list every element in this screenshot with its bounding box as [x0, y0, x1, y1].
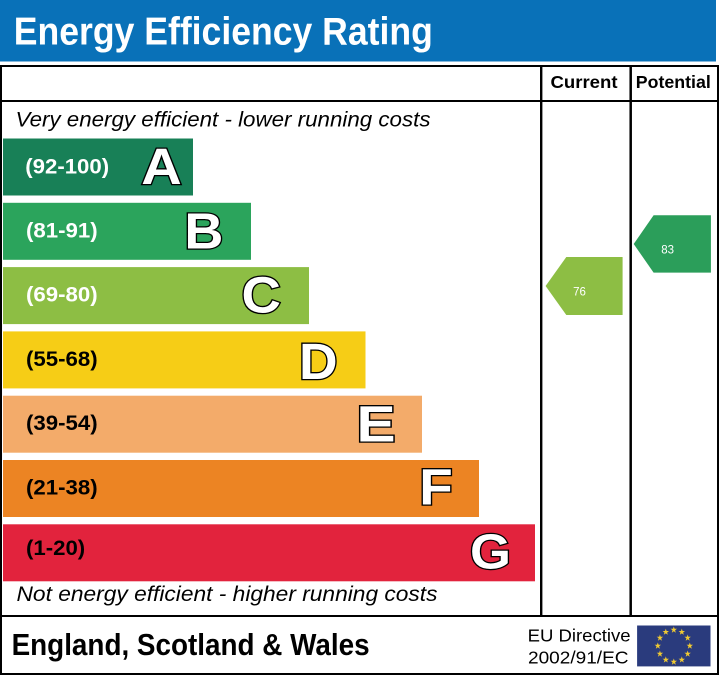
svg-text:(55-68): (55-68): [26, 348, 98, 371]
svg-text:2002/91/EC: 2002/91/EC: [528, 648, 629, 668]
svg-text:(92-100): (92-100): [25, 155, 109, 178]
svg-text:England, Scotland & Wales: England, Scotland & Wales: [12, 627, 370, 662]
svg-text:(39-54): (39-54): [26, 412, 98, 435]
svg-text:83: 83: [661, 245, 674, 257]
svg-text:D: D: [299, 333, 338, 390]
svg-text:E: E: [357, 395, 396, 452]
svg-text:Very energy efficient - lower: Very energy efficient - lower running co…: [16, 108, 431, 132]
svg-text:C: C: [242, 267, 281, 324]
svg-text:(1-20): (1-20): [26, 537, 85, 560]
svg-text:(21-38): (21-38): [26, 477, 98, 500]
svg-text:Energy Efficiency Rating: Energy Efficiency Rating: [14, 11, 433, 54]
svg-text:EU Directive: EU Directive: [528, 626, 631, 646]
svg-text:B: B: [184, 202, 223, 259]
svg-text:(69-80): (69-80): [26, 284, 98, 307]
svg-text:Not energy efficient - higher: Not energy efficient - higher running co…: [17, 582, 438, 606]
svg-text:76: 76: [573, 287, 586, 299]
svg-text:(81-91): (81-91): [26, 219, 98, 242]
svg-text:A: A: [141, 138, 182, 195]
svg-text:G: G: [470, 526, 511, 580]
svg-text:F: F: [419, 459, 453, 516]
svg-text:Potential: Potential: [636, 72, 711, 92]
svg-text:Current: Current: [551, 72, 618, 92]
